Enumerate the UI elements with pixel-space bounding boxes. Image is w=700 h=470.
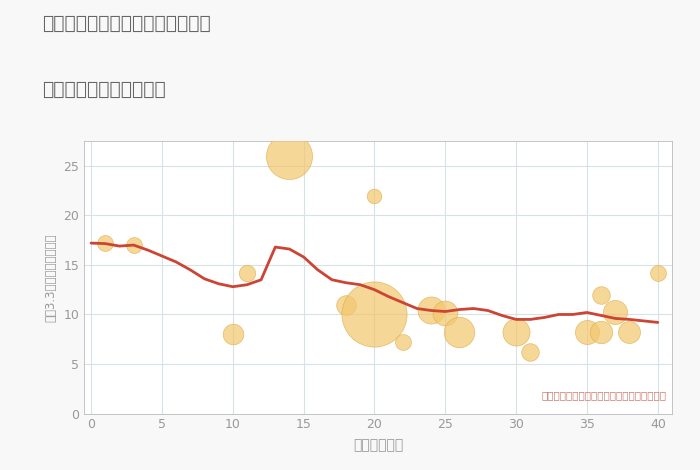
- Point: [440, 310, 451, 317]
- Point: [397, 338, 408, 346]
- Point: [596, 291, 607, 298]
- Point: [525, 348, 536, 356]
- Point: [510, 329, 522, 336]
- Point: [369, 192, 380, 199]
- Point: [652, 269, 664, 277]
- Point: [340, 301, 351, 308]
- X-axis label: 築年数（年）: 築年数（年）: [353, 439, 403, 453]
- Point: [241, 269, 253, 277]
- Text: 兵庫県美方郡香美町香住区上岡の: 兵庫県美方郡香美町香住区上岡の: [42, 14, 211, 33]
- Point: [624, 329, 635, 336]
- Point: [99, 239, 111, 247]
- Point: [582, 329, 593, 336]
- Point: [369, 311, 380, 318]
- Point: [426, 306, 437, 313]
- Point: [228, 330, 239, 338]
- Point: [610, 309, 621, 316]
- Point: [128, 241, 139, 249]
- Point: [454, 329, 465, 336]
- Point: [284, 152, 295, 160]
- Point: [596, 329, 607, 336]
- Text: 築年数別中古戸建て価格: 築年数別中古戸建て価格: [42, 80, 166, 99]
- Text: 円の大きさは、取引のあった物件面積を示す: 円の大きさは、取引のあった物件面積を示す: [541, 390, 666, 400]
- Y-axis label: 坪（3.3㎡）単価（万円）: 坪（3.3㎡）単価（万円）: [45, 233, 57, 321]
